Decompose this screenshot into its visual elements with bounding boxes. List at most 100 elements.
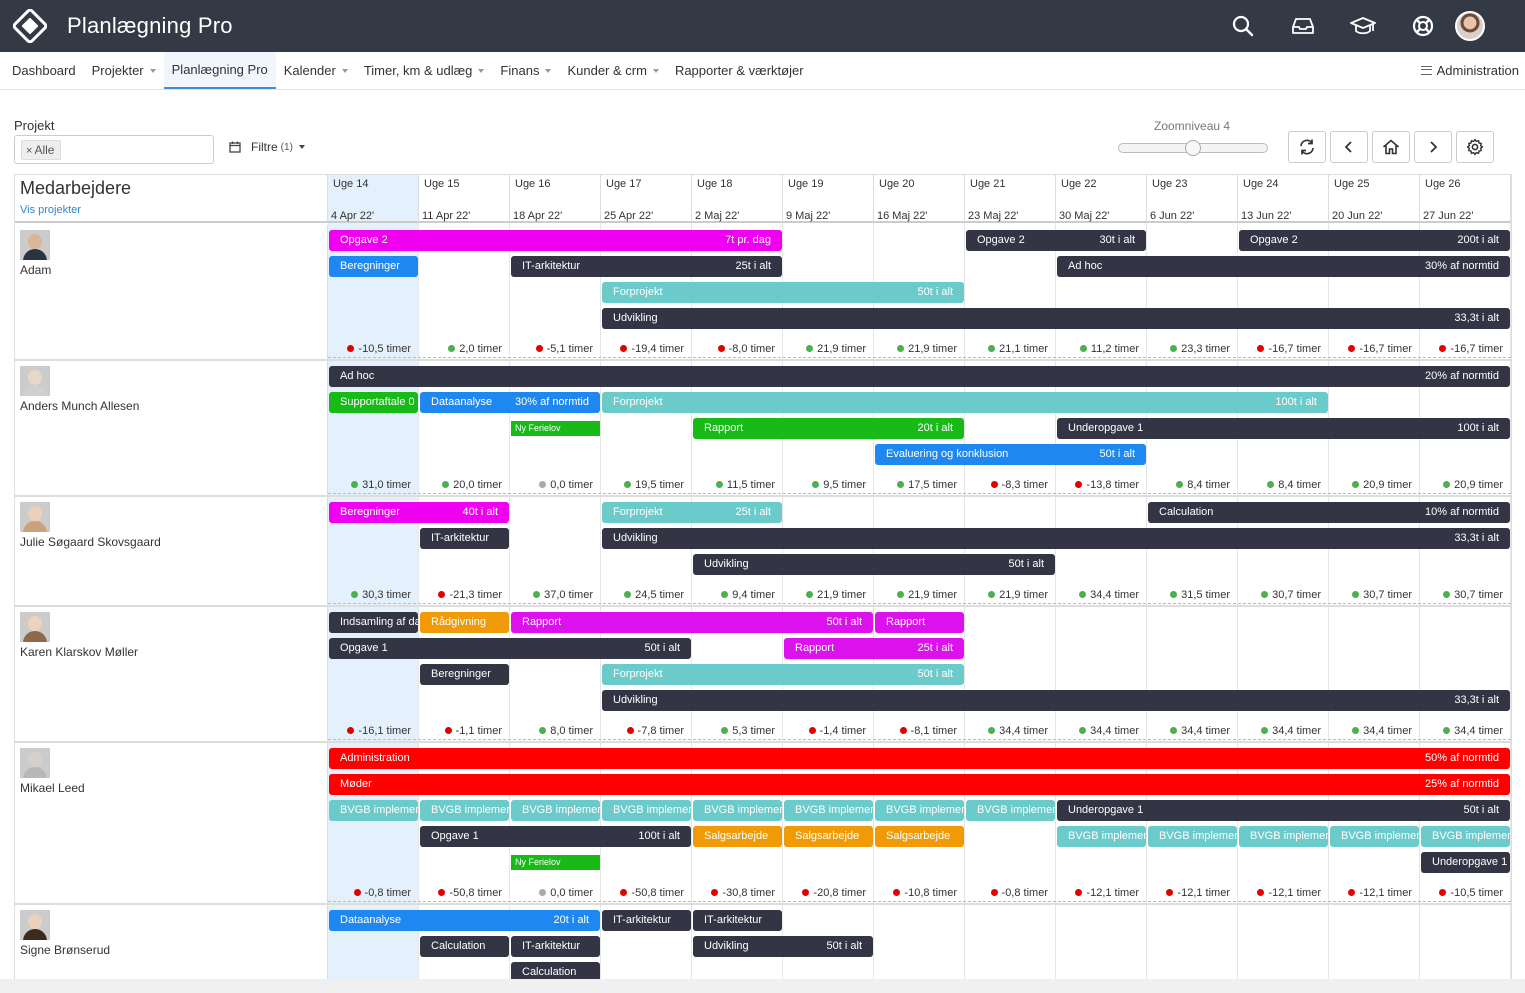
show-projects-link[interactable]: Vis projekter xyxy=(20,204,81,216)
task-bar[interactable]: BVGB implemer xyxy=(1239,826,1328,847)
task-bar[interactable]: BVGB implemer xyxy=(1330,826,1419,847)
task-bar[interactable]: Calculation xyxy=(511,962,600,979)
task-bar[interactable]: Ny Ferielov xyxy=(511,855,600,870)
nav-item-1[interactable]: Projekter xyxy=(84,52,164,89)
task-bar[interactable]: Underopgave 1 xyxy=(1421,852,1510,873)
next-button[interactable] xyxy=(1414,131,1452,163)
task-bar[interactable]: BVGB implemer xyxy=(511,800,600,821)
task-bar[interactable]: Evaluering og konklusion 50t i alt xyxy=(875,444,1146,465)
task-bar[interactable]: Salgsarbejde xyxy=(875,826,964,847)
avatar[interactable] xyxy=(20,748,50,778)
avatar[interactable] xyxy=(20,366,50,396)
task-bar[interactable]: Rådgivning xyxy=(420,612,509,633)
project-tag[interactable]: × Alle xyxy=(21,140,62,160)
task-bar[interactable]: Beregninger xyxy=(329,256,418,277)
task-bar[interactable]: BVGB implemer xyxy=(1057,826,1146,847)
task-bar[interactable]: Rapport 20t i alt xyxy=(693,418,964,439)
task-bar[interactable]: Udvikling 33,3t i alt xyxy=(602,690,1510,711)
inbox-icon[interactable] xyxy=(1273,8,1333,44)
task-bar[interactable]: IT-arkitektur xyxy=(693,910,782,931)
task-bar[interactable]: Opgave 2 30t i alt xyxy=(966,230,1146,251)
task-bar[interactable]: BVGB implemer xyxy=(602,800,691,821)
nav-item-3[interactable]: Kalender xyxy=(276,52,356,89)
avatar[interactable] xyxy=(20,910,50,940)
task-bar[interactable]: IT-arkitektur 25t i alt xyxy=(511,256,782,277)
task-bar[interactable]: Opgave 1 100t i alt xyxy=(420,826,691,847)
task-bar[interactable]: IT-arkitektur xyxy=(511,936,600,957)
task-bar[interactable]: Forprojekt 50t i alt xyxy=(602,664,964,685)
task-bar[interactable]: Beregninger 40t i alt xyxy=(329,502,509,523)
nav-item-5[interactable]: Finans xyxy=(492,52,559,89)
task-bar[interactable]: Ny Ferielov xyxy=(511,421,600,436)
task-bar[interactable]: Ad hoc 30% af normtid xyxy=(1057,256,1510,277)
task-bar[interactable]: Opgave 2 200t i alt xyxy=(1239,230,1510,251)
remove-tag-icon[interactable]: × xyxy=(26,145,33,157)
task-bar[interactable]: Beregninger xyxy=(420,664,509,685)
employee-name[interactable]: Julie Søgaard Skovsgaard xyxy=(20,535,161,549)
nav-item-4[interactable]: Timer, km & udlæg xyxy=(356,52,493,89)
employee-name[interactable]: Mikael Leed xyxy=(20,781,85,795)
task-bar[interactable]: Dataanalyse 20t i alt xyxy=(329,910,600,931)
task-bar[interactable]: Udvikling 33,3t i alt xyxy=(602,528,1510,549)
task-bar[interactable]: Calculation xyxy=(420,936,509,957)
zoom-slider[interactable] xyxy=(1118,140,1268,156)
task-bar[interactable]: Forprojekt 50t i alt xyxy=(602,282,964,303)
task-bar[interactable]: Udvikling 33,3t i alt xyxy=(602,308,1510,329)
filter-button[interactable]: Filtre (1) xyxy=(229,140,305,154)
nav-administration[interactable]: Administration xyxy=(1420,52,1519,89)
settings-button[interactable] xyxy=(1456,131,1494,163)
task-bar[interactable]: Rapport 25t i alt xyxy=(784,638,964,659)
task-bar[interactable]: Ad hoc 20% af normtid xyxy=(329,366,1510,387)
task-bar[interactable]: BVGB implemer xyxy=(1421,826,1510,847)
task-bar[interactable]: IT-arkitektur xyxy=(602,910,691,931)
task-bar[interactable]: BVGB implemer xyxy=(329,800,418,821)
task-bar[interactable]: Underopgave 1 100t i alt xyxy=(1057,418,1510,439)
task-bar[interactable]: Underopgave 1 50t i alt xyxy=(1057,800,1510,821)
app-logo-icon[interactable] xyxy=(12,8,48,44)
task-bar[interactable]: Administration 50% af normtid xyxy=(329,748,1510,769)
task-bar[interactable]: BVGB implemer xyxy=(875,800,964,821)
avatar[interactable] xyxy=(20,502,50,532)
task-bar[interactable]: Udvikling 50t i alt xyxy=(693,936,873,957)
employee-name[interactable]: Anders Munch Allesen xyxy=(20,399,140,413)
task-bar[interactable]: Dataanalyse 30% af normtid xyxy=(420,392,600,413)
task-bar[interactable]: Møder 25% af normtid xyxy=(329,774,1510,795)
nav-item-6[interactable]: Kunder & crm xyxy=(559,52,666,89)
task-bar[interactable]: Salgsarbejde xyxy=(693,826,782,847)
employee-name[interactable]: Adam xyxy=(20,263,52,277)
task-bar[interactable]: Rapport 50t i alt xyxy=(511,612,873,633)
task-bar[interactable]: IT-arkitektur xyxy=(420,528,509,549)
home-button[interactable] xyxy=(1372,131,1410,163)
task-bar[interactable]: Calculation 10% af normtid xyxy=(1148,502,1510,523)
employee-name[interactable]: Signe Brønserud xyxy=(20,943,111,957)
task-bar[interactable]: BVGB implemer xyxy=(1148,826,1237,847)
task-bar[interactable]: BVGB implemer xyxy=(784,800,873,821)
lifebuoy-icon[interactable] xyxy=(1393,8,1453,44)
task-bar[interactable]: BVGB implemer xyxy=(693,800,782,821)
nav-item-2[interactable]: Planlægning Pro xyxy=(163,52,276,89)
nav-item-0[interactable]: Dashboard xyxy=(4,52,84,89)
refresh-button[interactable] xyxy=(1288,131,1326,163)
horizontal-scrollbar[interactable] xyxy=(0,979,1525,993)
task-bar[interactable]: BVGB implemer xyxy=(966,800,1055,821)
employee-name[interactable]: Karen Klarskov Møller xyxy=(20,645,139,659)
task-bar[interactable]: Udvikling 50t i alt xyxy=(693,554,1055,575)
task-bar[interactable]: Rapport xyxy=(875,612,964,633)
user-avatar[interactable] xyxy=(1455,11,1485,41)
graduation-cap-icon[interactable] xyxy=(1333,8,1393,44)
previous-button[interactable] xyxy=(1330,131,1368,163)
task-bar[interactable]: Indsamling af da xyxy=(329,612,418,633)
avatar[interactable] xyxy=(20,612,50,642)
task-bar[interactable]: BVGB implemer xyxy=(420,800,509,821)
search-icon[interactable] xyxy=(1213,8,1273,44)
task-bar[interactable]: Supportaftale 0 xyxy=(329,392,418,413)
task-bar[interactable]: Opgave 2 7t pr. dag xyxy=(329,230,782,251)
zoom-slider-thumb[interactable] xyxy=(1185,140,1201,156)
task-bar[interactable]: Forprojekt 25t i alt xyxy=(602,502,782,523)
task-bar[interactable]: Opgave 1 50t i alt xyxy=(329,638,691,659)
task-bar[interactable]: Salgsarbejde xyxy=(784,826,873,847)
avatar[interactable] xyxy=(20,230,50,260)
project-select[interactable]: × Alle xyxy=(14,135,214,164)
nav-item-7[interactable]: Rapporter & værktøjer xyxy=(667,52,812,89)
task-bar[interactable]: Forprojekt 100t i alt xyxy=(602,392,1328,413)
